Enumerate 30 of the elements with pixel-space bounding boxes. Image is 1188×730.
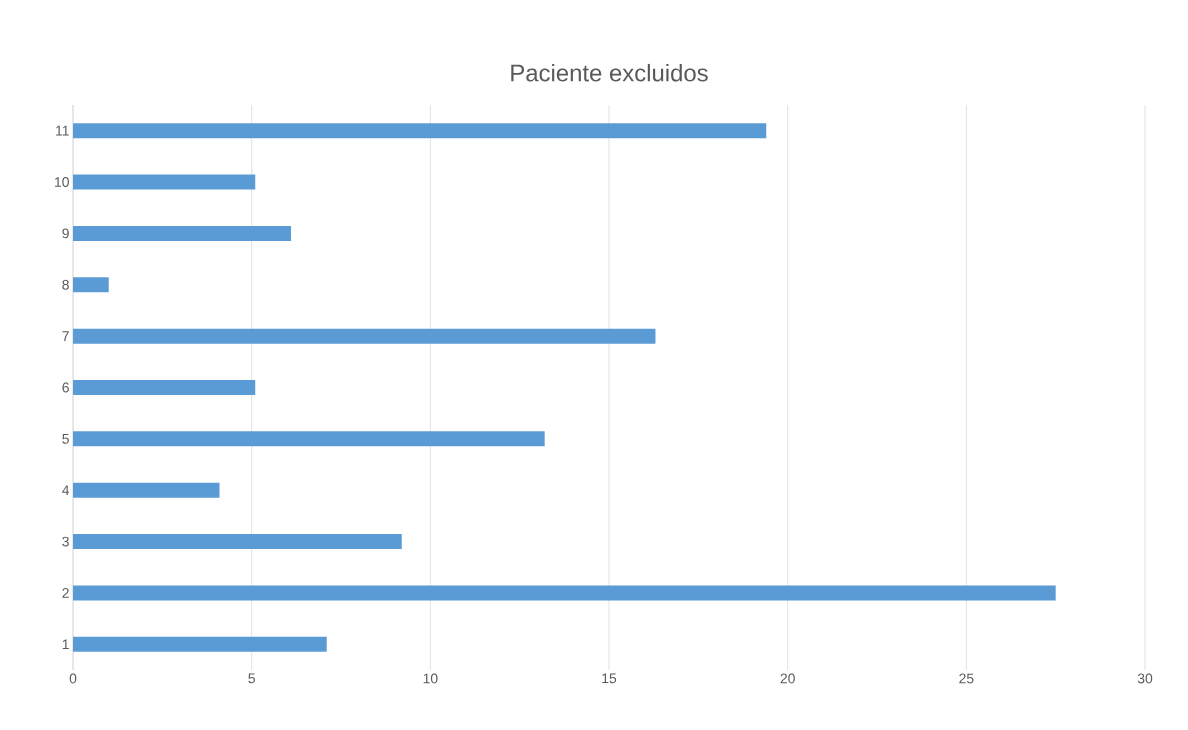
bar (73, 585, 1056, 601)
bar (73, 482, 220, 498)
x-tick-label: 5 (248, 673, 255, 684)
y-tick-label: 8 (62, 279, 69, 290)
bar (73, 431, 545, 447)
chart-title: Paciente excluidos (511, 63, 708, 82)
y-tick-label: 10 (55, 177, 69, 187)
y-tick-label: 11 (56, 125, 69, 136)
y-tick-label: 2 (62, 588, 69, 598)
y-tick-label: 5 (62, 433, 69, 444)
x-tick-label: 15 (602, 673, 617, 684)
y-tick-label: 1 (62, 639, 69, 650)
y-tick-label: 4 (62, 485, 70, 496)
x-tick-label: 20 (780, 673, 795, 684)
x-tick-label: 30 (1137, 673, 1153, 684)
x-tick-label: 10 (423, 673, 438, 684)
bar (73, 174, 256, 190)
y-tick-label: 6 (62, 382, 69, 393)
y-tick-label: 9 (62, 228, 69, 239)
bar (73, 123, 767, 139)
bar (73, 534, 402, 550)
bar (73, 277, 109, 293)
x-tick-label: 0 (69, 673, 77, 684)
bar (73, 379, 256, 395)
y-tick-label: 7 (62, 331, 69, 341)
bar (73, 328, 656, 344)
y-tick-label: 3 (62, 536, 69, 547)
bar (73, 636, 327, 652)
bar (73, 225, 291, 241)
x-tick-label: 25 (959, 673, 974, 684)
